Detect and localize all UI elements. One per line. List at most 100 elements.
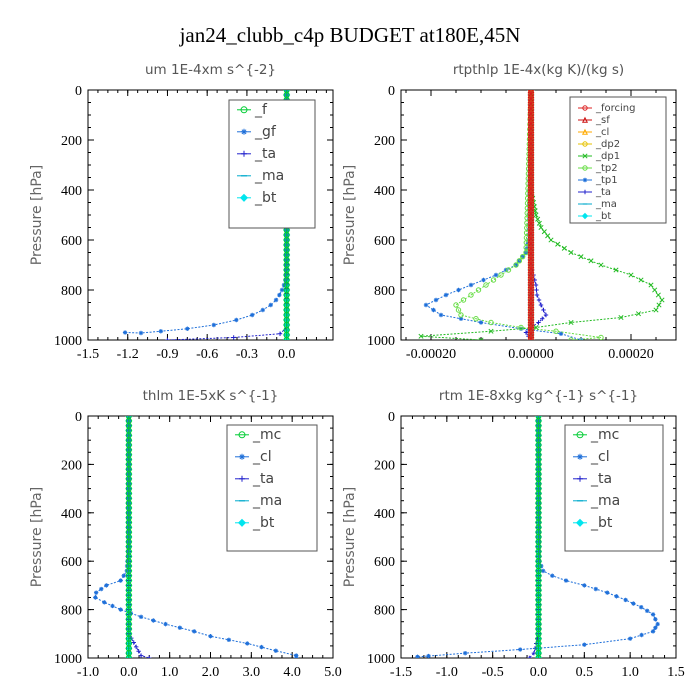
series-group [93, 416, 299, 658]
point-marker [541, 229, 547, 235]
legend: _f _gf _ta _ma _bt [228, 99, 316, 229]
point-marker [545, 233, 551, 239]
point-marker [534, 287, 539, 293]
y-tick-label: 400 [61, 507, 82, 522]
series-mc [535, 416, 542, 658]
y-tick-label: 1000 [367, 334, 395, 349]
series-tp1 [423, 90, 584, 340]
y-tick-label: 600 [374, 234, 395, 249]
y-axis-label: Pressure [hPa] [29, 165, 45, 265]
legend-item: _f [237, 102, 268, 118]
point-marker [283, 272, 288, 278]
point-marker [238, 431, 246, 439]
point-marker [226, 637, 232, 643]
point-marker [652, 287, 658, 293]
legend-label: _bt [254, 190, 277, 206]
legend-item: _bt [573, 515, 613, 531]
legend-label: _dp1 [595, 151, 620, 162]
point-marker [536, 320, 541, 325]
point-marker [121, 573, 126, 578]
point-marker [268, 302, 273, 308]
point-marker [241, 150, 247, 157]
point-marker [653, 617, 658, 622]
point-marker [294, 653, 299, 658]
chart-panel-2: rtpthlp 1E-4x(kg K)/(kg s) Pressure [hPa]… [342, 62, 677, 362]
legend-item: _ta [235, 471, 274, 487]
point-marker [537, 525, 542, 530]
point-marker [125, 559, 130, 564]
point-marker [535, 216, 541, 222]
point-marker [613, 267, 619, 273]
legend-box [228, 99, 316, 229]
y-axis-label: Pressure [hPa] [29, 487, 45, 587]
point-marker [536, 220, 542, 226]
point-marker [659, 297, 665, 303]
point-marker [498, 272, 504, 278]
point-marker [568, 249, 574, 256]
legend: _mc _cl _ta _ma _bt [226, 424, 318, 552]
point-marker [561, 245, 567, 251]
panel-title: um 1E-4xm s^{-2} [145, 62, 276, 78]
point-marker [493, 272, 499, 278]
series-group [415, 416, 660, 658]
point-marker [563, 578, 569, 583]
point-marker [426, 653, 431, 658]
point-marker [520, 254, 525, 259]
point-marker [273, 297, 279, 303]
point-marker [481, 277, 486, 283]
x-tick-label: 0.0 [530, 665, 548, 680]
figure-title: jan24_clubb_c4p BUDGET at180E,45N [179, 23, 521, 47]
y-tick-label: 400 [374, 507, 395, 522]
point-marker [93, 590, 99, 595]
point-marker [568, 319, 574, 326]
point-marker [234, 317, 239, 323]
point-marker [524, 200, 531, 206]
point-marker [433, 297, 439, 303]
point-marker [460, 297, 467, 303]
point-marker [138, 653, 144, 658]
legend-label: _mc [590, 427, 619, 443]
x-tick-label: -1.5 [77, 347, 99, 362]
point-marker [473, 316, 479, 322]
legend-label: _bt [595, 211, 611, 222]
point-marker [537, 549, 542, 554]
point-marker [598, 334, 604, 340]
legend-label: _ta [252, 471, 274, 487]
legend: _mc _cl _ta _ma _bt [564, 424, 664, 552]
point-marker [147, 655, 152, 658]
x-tick-label: -1.0 [436, 665, 458, 680]
point-marker [536, 297, 542, 303]
series-group [418, 90, 665, 340]
point-marker [655, 621, 660, 627]
point-marker [125, 654, 132, 658]
point-marker [638, 604, 644, 610]
x-tick-label: -0.6 [196, 347, 218, 362]
point-marker [582, 153, 588, 159]
legend-item: _bt [235, 515, 275, 531]
y-tick-label: 600 [61, 234, 82, 249]
legend-label: _ma [595, 199, 617, 210]
point-marker [250, 312, 255, 318]
y-tick-label: 800 [374, 284, 395, 299]
point-marker [537, 554, 542, 559]
x-tick-label: 0.5 [576, 665, 594, 680]
point-marker [483, 282, 489, 288]
legend-item: _mc [573, 427, 619, 443]
point-marker [538, 302, 544, 308]
point-marker [628, 272, 634, 278]
legend-item: _forcing [578, 103, 636, 114]
x-tick-label: -1.2 [117, 347, 139, 362]
point-marker [438, 312, 444, 318]
point-marker [453, 302, 459, 308]
y-tick-label: 800 [61, 284, 82, 299]
legend-label: _mc [252, 427, 281, 443]
point-marker [582, 141, 588, 147]
point-marker [462, 650, 468, 656]
point-marker [93, 595, 98, 600]
series-line [525, 90, 547, 340]
legend-label: _forcing [595, 103, 636, 114]
x-tick-label: 1.5 [667, 665, 685, 680]
series-forcing [527, 90, 535, 340]
y-tick-label: 400 [374, 184, 395, 199]
legend-label: _gf [254, 124, 277, 140]
